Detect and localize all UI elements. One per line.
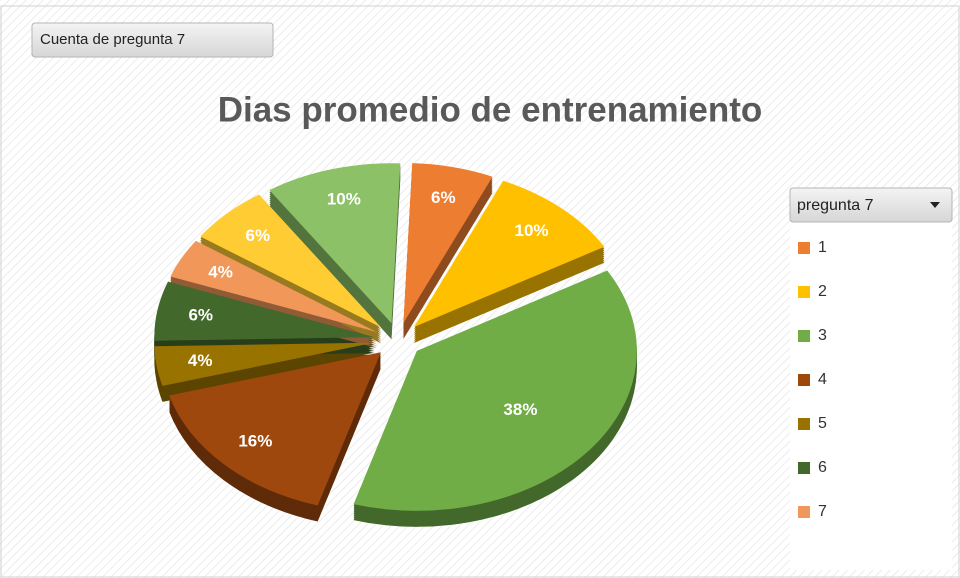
slice <box>269 163 401 324</box>
chart-title: Dias promedio de entrenamiento <box>218 90 763 129</box>
legend-swatch <box>798 418 810 430</box>
slice <box>169 352 381 506</box>
slice <box>414 180 605 328</box>
slice <box>403 163 493 323</box>
legend-label: 3 <box>818 327 827 344</box>
legend-label: 4 <box>818 371 827 388</box>
slice <box>154 281 375 341</box>
slice <box>154 342 375 386</box>
legend-swatch <box>798 506 810 518</box>
data-label: 10% <box>515 221 549 240</box>
legend-background <box>790 188 952 570</box>
legend-title: pregunta 7 <box>797 197 874 214</box>
data-label: 10% <box>327 189 361 208</box>
legend-label: 2 <box>818 283 827 300</box>
legend-swatch <box>798 286 810 298</box>
slice <box>170 240 377 332</box>
legend-label: 6 <box>818 459 827 476</box>
data-label: 38% <box>503 400 537 419</box>
legend-swatch <box>798 242 810 254</box>
legend-swatch <box>798 330 810 342</box>
slice <box>200 194 382 328</box>
legend-filter-button[interactable] <box>789 187 953 223</box>
legend-label: 1 <box>818 239 827 256</box>
data-label: 16% <box>238 431 272 450</box>
data-label: 4% <box>188 351 213 370</box>
chart-border <box>0 5 960 578</box>
data-label: 6% <box>188 305 213 324</box>
data-label: 6% <box>246 226 271 245</box>
slice <box>353 270 637 511</box>
legend-label: 5 <box>818 415 827 432</box>
dropdown-arrow <box>930 202 940 208</box>
legend-swatch <box>798 374 810 386</box>
data-label: 6% <box>431 188 456 207</box>
legend-swatch <box>798 462 810 474</box>
field-button[interactable] <box>31 22 274 58</box>
legend-label: 7 <box>818 503 827 520</box>
data-label: 4% <box>208 262 233 281</box>
field-button-label: Cuenta de pregunta 7 <box>40 31 185 48</box>
